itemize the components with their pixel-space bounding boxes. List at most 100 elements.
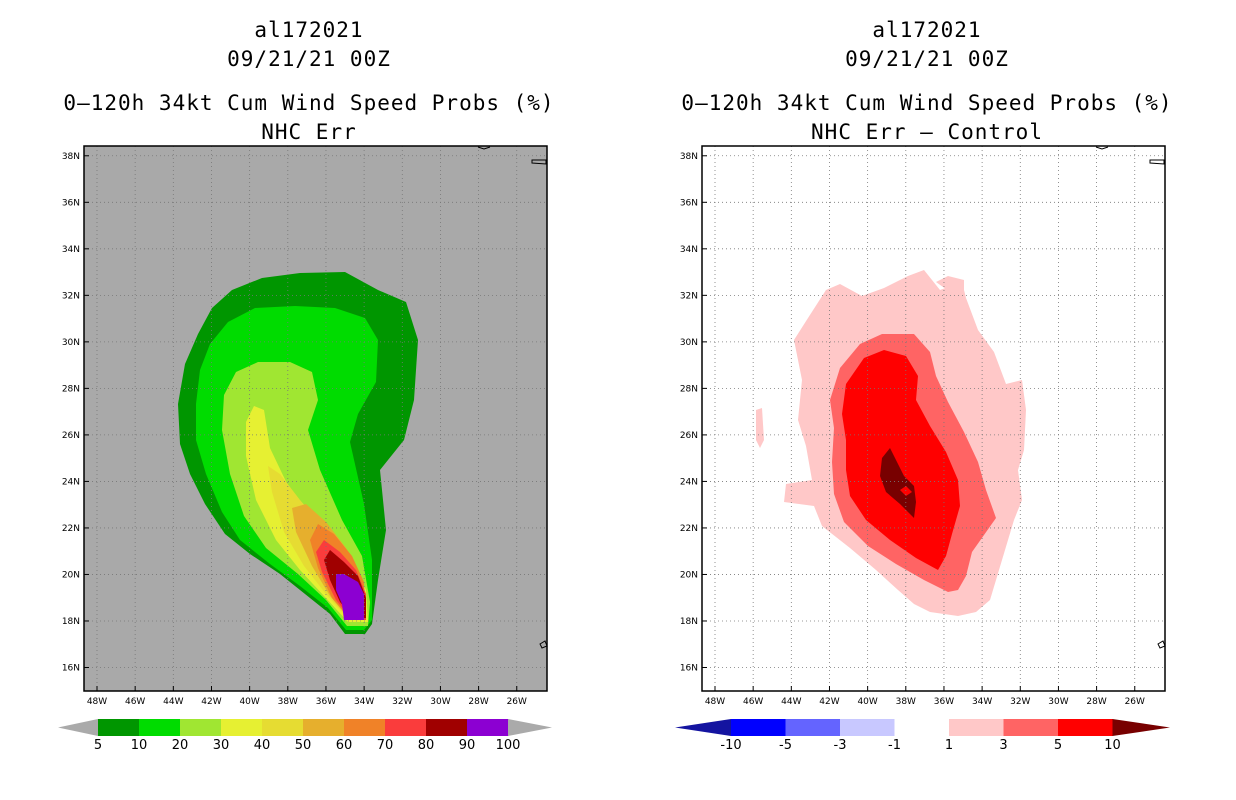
left-chart-panel: al172021 09/21/21 00Z 0–120h 34kt Cum Wi… [58, 18, 555, 753]
x-tick-label: 40W [239, 697, 259, 707]
map-frame [83, 145, 548, 692]
contour-small-blob [756, 408, 764, 448]
coastline-east-island [1149, 159, 1165, 165]
x-tick-label: 44W [781, 697, 801, 707]
x-tick-label: 30W [1048, 697, 1068, 707]
colorbar-swatch [139, 719, 181, 736]
colorbar-swatch [1003, 719, 1059, 736]
x-tick-label: 48W [87, 697, 107, 707]
lat-lon-grid [84, 146, 547, 691]
y-tick-label: 36N [680, 198, 698, 208]
colorbar-swatch [426, 719, 468, 736]
y-tick-label: 30N [680, 338, 698, 348]
y-tick-label: 38N [62, 152, 80, 162]
colorbar-swatch [949, 719, 1004, 736]
x-tick-label: 34W [972, 697, 992, 707]
colorbar-overflow-triangle [1112, 719, 1170, 736]
x-tick-label: 26W [1125, 697, 1145, 707]
colorbar-swatch [303, 719, 345, 736]
x-tick-label: 32W [1010, 697, 1030, 707]
colorbar-swatch [785, 719, 841, 736]
contour-over-10 [880, 448, 916, 518]
coastline-east-island [531, 159, 547, 165]
y-tick-label: 34N [62, 245, 80, 255]
datetime-title: 09/21/21 00Z [845, 47, 1009, 71]
coastline-north-island [1095, 146, 1109, 150]
y-tick-label: 20N [680, 570, 698, 580]
x-tick-label: 34W [354, 697, 374, 707]
colorbar-underflow-triangle [58, 719, 98, 736]
colorbar-swatch [180, 719, 222, 736]
y-tick-label: 24N [680, 477, 698, 487]
map-frame [701, 145, 1166, 692]
colorbar-swatch [731, 719, 786, 736]
y-tick-label: 22N [62, 524, 80, 534]
y-tick-label: 38N [680, 152, 698, 162]
colorbar-label: 80 [418, 738, 435, 753]
y-tick-label: 18N [680, 617, 698, 627]
y-tick-label: 20N [62, 570, 80, 580]
probability-map: 48W 46W 44W 42W 40W 38W 36W 34W 32W 30W 28W 26W 16N… [58, 145, 552, 753]
y-tick-label: 26N [62, 431, 80, 441]
y-tick-label: 16N [680, 664, 698, 674]
colorbar-swatch [840, 719, 895, 736]
probability-contours [178, 272, 418, 634]
subtitle: NHC Err – Control [811, 120, 1043, 144]
colorbar-label: -3 [834, 738, 847, 753]
colorbar-label: 10 [131, 738, 148, 753]
contour-small-blob-2 [936, 276, 964, 296]
colorbar-overflow-triangle [508, 719, 552, 736]
y-tick-label: 32N [62, 291, 80, 301]
colorbar-label: 50 [295, 738, 312, 753]
y-tick-label: 26N [680, 431, 698, 441]
right-chart-panel: al172021 09/21/21 00Z 0–120h 34kt Cum Wi… [618, 0, 1236, 800]
y-tick-label: 32N [680, 291, 698, 301]
colorbar: -10 -5 -3 -1 1 3 5 10 [675, 719, 1170, 753]
coastline-outlines [477, 146, 548, 649]
colorbar-swatch [221, 719, 263, 736]
y-tick-label: 28N [680, 384, 698, 394]
subtitle: NHC Err [261, 120, 357, 144]
storm-id-title: al172021 [254, 18, 364, 42]
storm-id-title: al172021 [872, 18, 982, 42]
x-tick-label: 26W [507, 697, 527, 707]
datetime-title: 09/21/21 00Z [227, 47, 391, 71]
lat-lon-grid [702, 146, 1165, 691]
x-tick-label: 40W [857, 697, 877, 707]
x-tick-label: 42W [201, 697, 221, 707]
colorbar-label: 3 [999, 738, 1007, 753]
colorbar-label: 5 [94, 738, 102, 753]
x-tick-label: 38W [278, 697, 298, 707]
contour-5-10 [842, 350, 960, 570]
colorbar-swatch [385, 719, 427, 736]
coastline-cape-verde [539, 640, 548, 649]
x-tick-label: 36W [934, 697, 954, 707]
coastline-north-island [477, 146, 491, 150]
x-tick-label: 28W [468, 697, 488, 707]
colorbar-label: 70 [377, 738, 394, 753]
colorbar-label: -10 [720, 738, 741, 753]
colorbar: 5 10 20 30 40 50 60 70 80 90 100 [58, 719, 552, 753]
y-tick-label: 16N [62, 664, 80, 674]
x-tick-label: 46W [125, 697, 145, 707]
y-tick-label: 36N [62, 198, 80, 208]
difference-contours [756, 270, 1026, 616]
x-tick-label: 46W [743, 697, 763, 707]
coastline-outlines [1095, 146, 1166, 649]
latitude-tick-labels: 16N 18N 20N 22N 24N 26N 28N 30N 32N 34N 36N 38N [680, 152, 707, 674]
product-title: 0–120h 34kt Cum Wind Speed Probs (%) [63, 91, 555, 115]
x-tick-label: 48W [705, 697, 725, 707]
product-title: 0–120h 34kt Cum Wind Speed Probs (%) [681, 91, 1173, 115]
x-tick-label: 28W [1086, 697, 1106, 707]
colorbar-swatch [467, 719, 509, 736]
y-tick-label: 24N [62, 477, 80, 487]
colorbar-underflow-triangle [675, 719, 731, 736]
contour-90-100 [336, 574, 364, 620]
coastline-cape-verde [1157, 640, 1166, 649]
colorbar-label: 30 [213, 738, 230, 753]
longitude-tick-labels: 48W 46W 44W 42W 40W 38W 36W 34W 32W 30W 28W 26W [87, 686, 527, 707]
y-tick-label: 28N [62, 384, 80, 394]
colorbar-label: 10 [1104, 738, 1121, 753]
x-tick-label: 30W [430, 697, 450, 707]
x-tick-label: 42W [819, 697, 839, 707]
